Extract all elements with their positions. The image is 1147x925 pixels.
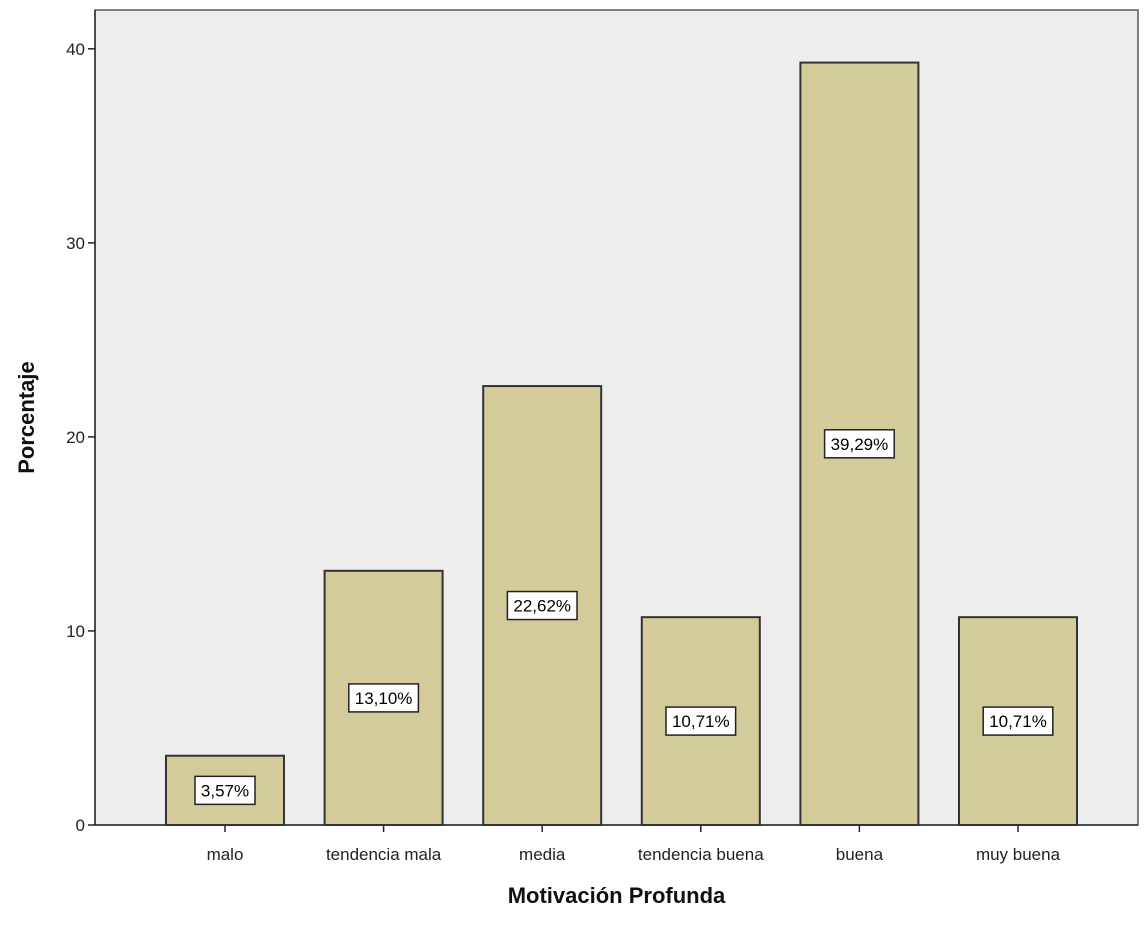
data-label-3: 10,71% <box>672 712 730 731</box>
y-axis: 0 10 20 30 40 <box>66 10 95 835</box>
y-tick-label-0: 0 <box>76 816 85 835</box>
x-axis-title: Motivación Profunda <box>508 883 726 908</box>
y-axis-title: Porcentaje <box>14 361 39 474</box>
data-label-4: 39,29% <box>831 435 889 454</box>
y-tick-label-20: 20 <box>66 428 85 447</box>
x-tick-label-malo: malo <box>207 845 244 864</box>
x-tick-label-media: media <box>519 845 566 864</box>
x-tick-label-muy-buena: muy buena <box>976 845 1061 864</box>
data-label-1: 13,10% <box>355 689 413 708</box>
x-tick-label-tendencia-mala: tendencia mala <box>326 845 442 864</box>
data-label-5: 10,71% <box>989 712 1047 731</box>
y-tick-label-10: 10 <box>66 622 85 641</box>
x-axis: malo tendencia mala media tendencia buena bu… <box>95 825 1138 864</box>
data-label-0: 3,57% <box>201 781 249 800</box>
x-tick-label-buena: buena <box>836 845 884 864</box>
y-tick-label-30: 30 <box>66 234 85 253</box>
y-tick-label-40: 40 <box>66 40 85 59</box>
data-label-2: 22,62% <box>513 597 571 616</box>
x-tick-label-tendencia-buena: tendencia buena <box>638 845 764 864</box>
